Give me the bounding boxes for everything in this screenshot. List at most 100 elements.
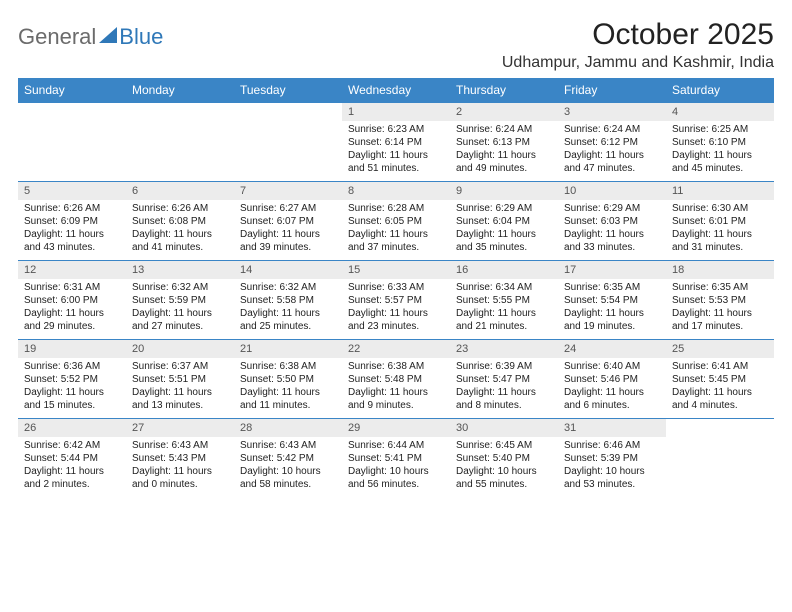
week-row: 1Sunrise: 6:23 AMSunset: 6:14 PMDaylight… [18, 102, 774, 181]
sunset-text: Sunset: 5:59 PM [132, 294, 228, 307]
daylight-text: Daylight: 11 hours and 4 minutes. [672, 386, 768, 412]
sunrise-text: Sunrise: 6:38 AM [348, 360, 444, 373]
logo-triangle-icon [99, 27, 117, 43]
sunrise-text: Sunrise: 6:27 AM [240, 202, 336, 215]
day-cell: 15Sunrise: 6:33 AMSunset: 5:57 PMDayligh… [342, 261, 450, 339]
daylight-text: Daylight: 11 hours and 33 minutes. [564, 228, 660, 254]
daylight-text: Daylight: 10 hours and 56 minutes. [348, 465, 444, 491]
sunset-text: Sunset: 6:00 PM [24, 294, 120, 307]
day-cell: 7Sunrise: 6:27 AMSunset: 6:07 PMDaylight… [234, 182, 342, 260]
sunrise-text: Sunrise: 6:26 AM [24, 202, 120, 215]
day-body: Sunrise: 6:43 AMSunset: 5:42 PMDaylight:… [234, 437, 342, 495]
day-number: 20 [126, 340, 234, 358]
sunrise-text: Sunrise: 6:30 AM [672, 202, 768, 215]
day-number: 11 [666, 182, 774, 200]
daylight-text: Daylight: 10 hours and 55 minutes. [456, 465, 552, 491]
day-of-week-cell: Sunday [18, 78, 126, 102]
day-cell: 6Sunrise: 6:26 AMSunset: 6:08 PMDaylight… [126, 182, 234, 260]
daylight-text: Daylight: 11 hours and 27 minutes. [132, 307, 228, 333]
sunrise-text: Sunrise: 6:43 AM [132, 439, 228, 452]
day-of-week-cell: Thursday [450, 78, 558, 102]
daylight-text: Daylight: 11 hours and 6 minutes. [564, 386, 660, 412]
day-body: Sunrise: 6:26 AMSunset: 6:09 PMDaylight:… [18, 200, 126, 258]
day-number: 14 [234, 261, 342, 279]
sunset-text: Sunset: 6:09 PM [24, 215, 120, 228]
sunrise-text: Sunrise: 6:43 AM [240, 439, 336, 452]
sunrise-text: Sunrise: 6:39 AM [456, 360, 552, 373]
sunset-text: Sunset: 6:05 PM [348, 215, 444, 228]
day-body: Sunrise: 6:25 AMSunset: 6:10 PMDaylight:… [666, 121, 774, 179]
day-number: 9 [450, 182, 558, 200]
day-of-week-cell: Friday [558, 78, 666, 102]
sunrise-text: Sunrise: 6:38 AM [240, 360, 336, 373]
daylight-text: Daylight: 11 hours and 0 minutes. [132, 465, 228, 491]
daylight-text: Daylight: 10 hours and 53 minutes. [564, 465, 660, 491]
day-cell: 23Sunrise: 6:39 AMSunset: 5:47 PMDayligh… [450, 340, 558, 418]
day-number: 8 [342, 182, 450, 200]
sunset-text: Sunset: 6:14 PM [348, 136, 444, 149]
calendar-page: General Blue October 2025 Udhampur, Jamm… [0, 0, 792, 497]
daylight-text: Daylight: 11 hours and 37 minutes. [348, 228, 444, 254]
day-cell: 3Sunrise: 6:24 AMSunset: 6:12 PMDaylight… [558, 103, 666, 181]
day-cell: 13Sunrise: 6:32 AMSunset: 5:59 PMDayligh… [126, 261, 234, 339]
sunrise-text: Sunrise: 6:35 AM [564, 281, 660, 294]
day-of-week-cell: Tuesday [234, 78, 342, 102]
sunrise-text: Sunrise: 6:29 AM [564, 202, 660, 215]
sunrise-text: Sunrise: 6:36 AM [24, 360, 120, 373]
day-body: Sunrise: 6:41 AMSunset: 5:45 PMDaylight:… [666, 358, 774, 416]
day-cell [18, 103, 126, 181]
sunset-text: Sunset: 6:12 PM [564, 136, 660, 149]
day-body: Sunrise: 6:39 AMSunset: 5:47 PMDaylight:… [450, 358, 558, 416]
title-block: October 2025 Udhampur, Jammu and Kashmir… [502, 18, 774, 72]
day-body: Sunrise: 6:32 AMSunset: 5:59 PMDaylight:… [126, 279, 234, 337]
day-body: Sunrise: 6:37 AMSunset: 5:51 PMDaylight:… [126, 358, 234, 416]
day-number: 25 [666, 340, 774, 358]
day-number: 29 [342, 419, 450, 437]
day-of-week-cell: Wednesday [342, 78, 450, 102]
day-cell [234, 103, 342, 181]
sunrise-text: Sunrise: 6:24 AM [564, 123, 660, 136]
day-body: Sunrise: 6:36 AMSunset: 5:52 PMDaylight:… [18, 358, 126, 416]
daylight-text: Daylight: 11 hours and 8 minutes. [456, 386, 552, 412]
daylight-text: Daylight: 11 hours and 43 minutes. [24, 228, 120, 254]
week-row: 5Sunrise: 6:26 AMSunset: 6:09 PMDaylight… [18, 181, 774, 260]
sunrise-text: Sunrise: 6:46 AM [564, 439, 660, 452]
week-row: 12Sunrise: 6:31 AMSunset: 6:00 PMDayligh… [18, 260, 774, 339]
day-body: Sunrise: 6:38 AMSunset: 5:48 PMDaylight:… [342, 358, 450, 416]
daylight-text: Daylight: 11 hours and 19 minutes. [564, 307, 660, 333]
sunset-text: Sunset: 5:52 PM [24, 373, 120, 386]
page-title: October 2025 [502, 18, 774, 52]
sunset-text: Sunset: 6:13 PM [456, 136, 552, 149]
day-cell: 27Sunrise: 6:43 AMSunset: 5:43 PMDayligh… [126, 419, 234, 497]
sunset-text: Sunset: 5:48 PM [348, 373, 444, 386]
day-body: Sunrise: 6:45 AMSunset: 5:40 PMDaylight:… [450, 437, 558, 495]
day-body: Sunrise: 6:46 AMSunset: 5:39 PMDaylight:… [558, 437, 666, 495]
weeks-container: 1Sunrise: 6:23 AMSunset: 6:14 PMDaylight… [18, 102, 774, 497]
day-body: Sunrise: 6:35 AMSunset: 5:54 PMDaylight:… [558, 279, 666, 337]
day-number: 18 [666, 261, 774, 279]
daylight-text: Daylight: 11 hours and 13 minutes. [132, 386, 228, 412]
day-cell: 16Sunrise: 6:34 AMSunset: 5:55 PMDayligh… [450, 261, 558, 339]
sunrise-text: Sunrise: 6:25 AM [672, 123, 768, 136]
day-body: Sunrise: 6:28 AMSunset: 6:05 PMDaylight:… [342, 200, 450, 258]
day-of-week-cell: Monday [126, 78, 234, 102]
daylight-text: Daylight: 11 hours and 11 minutes. [240, 386, 336, 412]
day-body: Sunrise: 6:33 AMSunset: 5:57 PMDaylight:… [342, 279, 450, 337]
day-cell: 17Sunrise: 6:35 AMSunset: 5:54 PMDayligh… [558, 261, 666, 339]
sunset-text: Sunset: 5:50 PM [240, 373, 336, 386]
logo-text-general: General [18, 24, 96, 50]
logo-text-blue: Blue [119, 24, 163, 50]
day-body: Sunrise: 6:43 AMSunset: 5:43 PMDaylight:… [126, 437, 234, 495]
sunrise-text: Sunrise: 6:44 AM [348, 439, 444, 452]
day-cell: 9Sunrise: 6:29 AMSunset: 6:04 PMDaylight… [450, 182, 558, 260]
logo: General Blue [18, 24, 163, 50]
sunset-text: Sunset: 5:58 PM [240, 294, 336, 307]
sunrise-text: Sunrise: 6:33 AM [348, 281, 444, 294]
day-cell: 25Sunrise: 6:41 AMSunset: 5:45 PMDayligh… [666, 340, 774, 418]
day-body: Sunrise: 6:31 AMSunset: 6:00 PMDaylight:… [18, 279, 126, 337]
daylight-text: Daylight: 11 hours and 23 minutes. [348, 307, 444, 333]
sunset-text: Sunset: 5:41 PM [348, 452, 444, 465]
sunrise-text: Sunrise: 6:34 AM [456, 281, 552, 294]
day-cell: 28Sunrise: 6:43 AMSunset: 5:42 PMDayligh… [234, 419, 342, 497]
daylight-text: Daylight: 11 hours and 15 minutes. [24, 386, 120, 412]
